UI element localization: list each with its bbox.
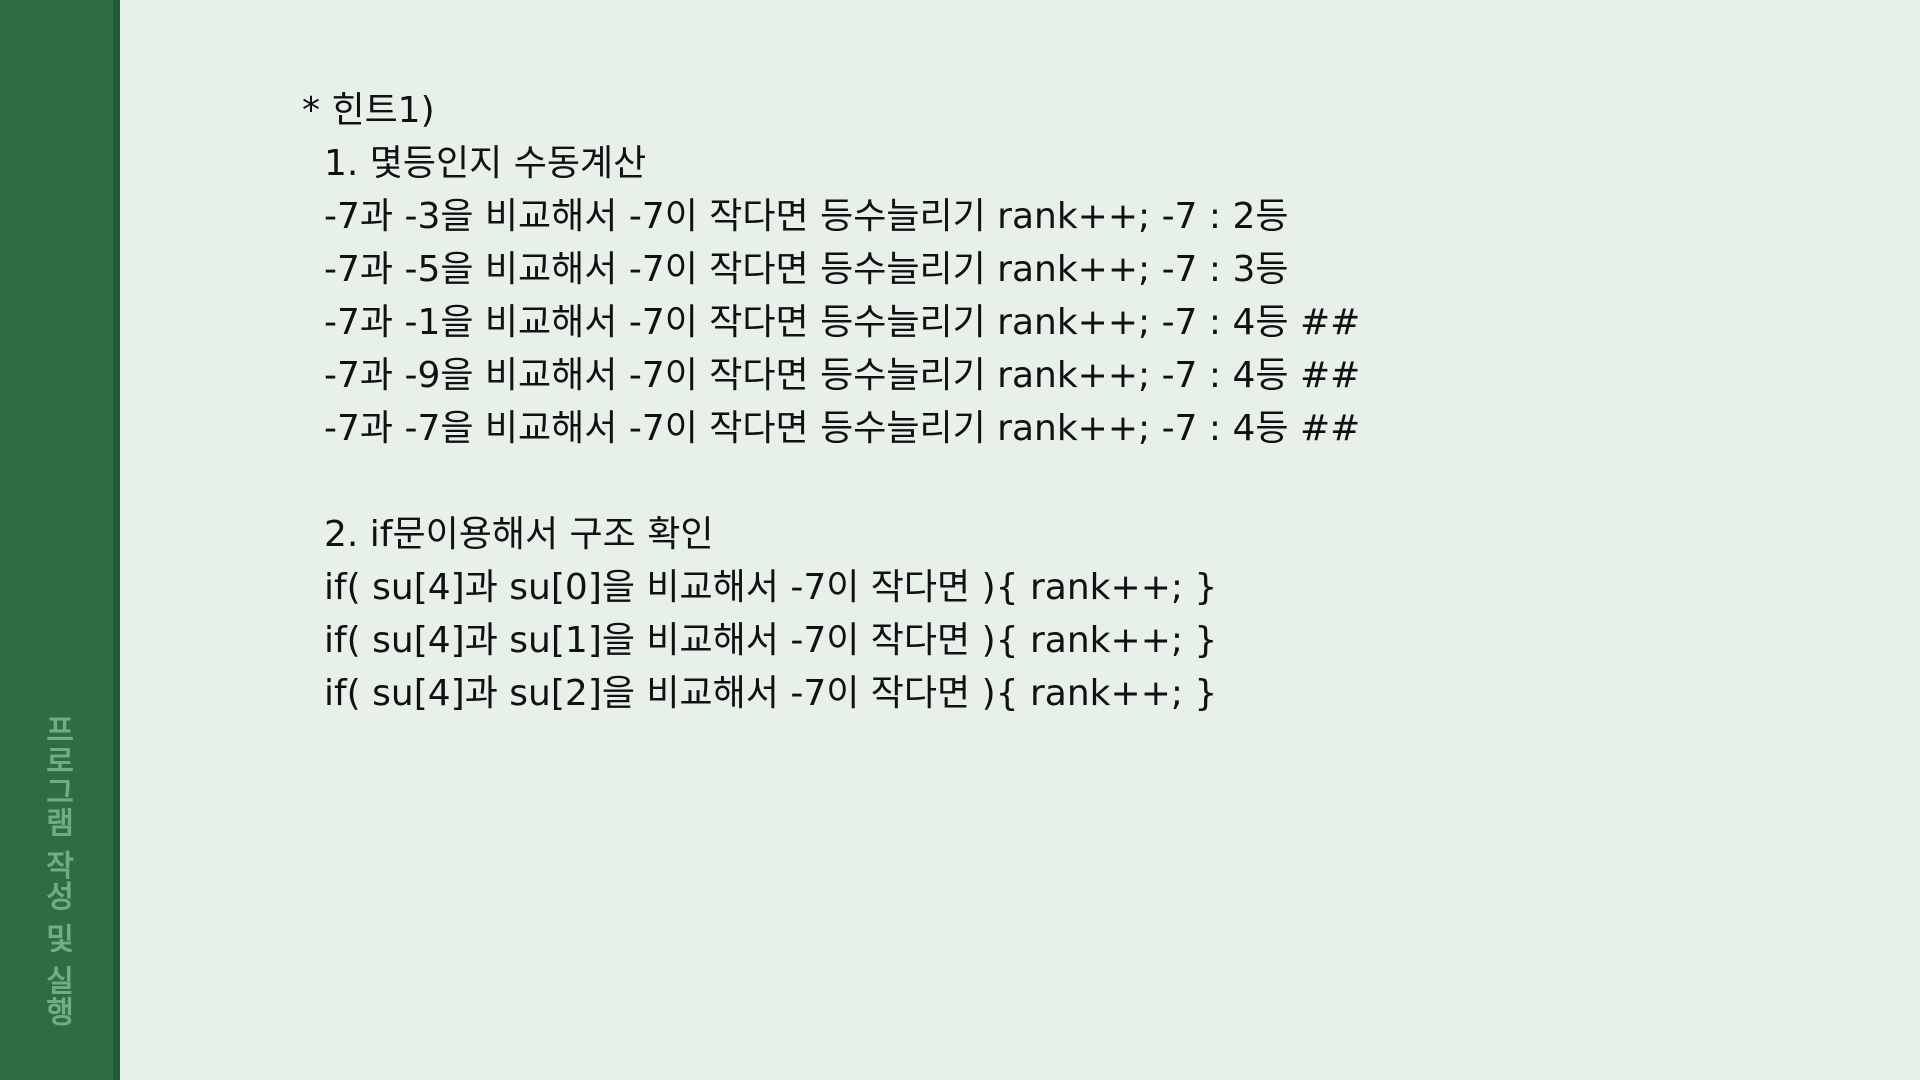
section2-line-2: if( su[4]과 su[1]을 비교해서 -7이 작다면 ){ rank++… — [324, 620, 1218, 661]
hint-content: * 힌트1) 1. 몇등인지 수동계산 -7과 -3을 비교해서 -7이 작다면… — [302, 84, 1802, 720]
section1-heading: 1. 몇등인지 수동계산 — [324, 143, 647, 184]
section2-heading: 2. if문이용해서 구조 확인 — [324, 514, 714, 555]
section1-line-2: -7과 -5을 비교해서 -7이 작다면 등수늘리기 rank++; -7 : … — [324, 249, 1289, 290]
section1-line-5: -7과 -7을 비교해서 -7이 작다면 등수늘리기 rank++; -7 : … — [324, 408, 1361, 449]
sidebar: 프로그램 작성 및 실행 — [0, 0, 113, 1080]
section1-line-1: -7과 -3을 비교해서 -7이 작다면 등수늘리기 rank++; -7 : … — [324, 196, 1289, 237]
section-gap — [302, 455, 1802, 508]
section2-line-1: if( su[4]과 su[0]을 비교해서 -7이 작다면 ){ rank++… — [324, 567, 1218, 608]
sidebar-edge — [113, 0, 120, 1080]
hint-title: * 힌트1) — [302, 90, 435, 131]
sidebar-title: 프로그램 작성 및 실행 — [39, 714, 74, 1028]
section1-line-4: -7과 -9을 비교해서 -7이 작다면 등수늘리기 rank++; -7 : … — [324, 355, 1361, 396]
section1-line-3: -7과 -1을 비교해서 -7이 작다면 등수늘리기 rank++; -7 : … — [324, 302, 1361, 343]
section2-line-3: if( su[4]과 su[2]을 비교해서 -7이 작다면 ){ rank++… — [324, 673, 1218, 714]
